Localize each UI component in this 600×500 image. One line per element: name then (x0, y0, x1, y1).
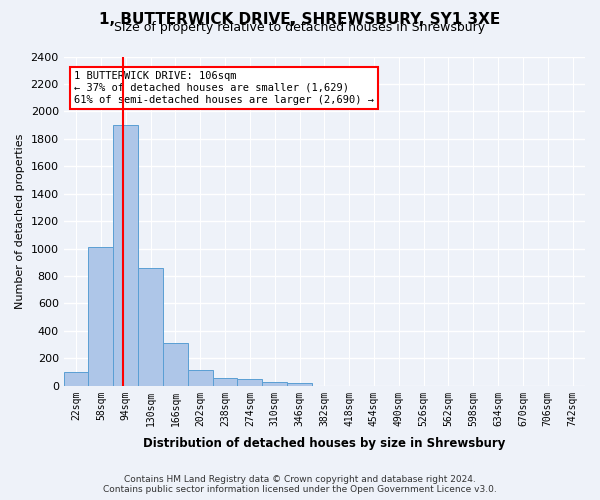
Bar (238, 379, 262, 386)
Bar (113, 125, 138, 386)
Bar (188, 370, 212, 386)
Bar (212, 378, 238, 386)
Bar (262, 382, 287, 386)
Bar (138, 268, 163, 386)
Bar (88, 247, 113, 386)
X-axis label: Distribution of detached houses by size in Shrewsbury: Distribution of detached houses by size … (143, 437, 506, 450)
Text: 1, BUTTERWICK DRIVE, SHREWSBURY, SY1 3XE: 1, BUTTERWICK DRIVE, SHREWSBURY, SY1 3XE (100, 12, 500, 26)
Text: 1 BUTTERWICK DRIVE: 106sqm
← 37% of detached houses are smaller (1,629)
61% of s: 1 BUTTERWICK DRIVE: 106sqm ← 37% of deta… (74, 72, 374, 104)
Bar (163, 342, 188, 386)
Bar (64, 372, 88, 386)
Text: Size of property relative to detached houses in Shrewsbury: Size of property relative to detached ho… (115, 22, 485, 35)
Bar (287, 383, 312, 386)
Text: Contains HM Land Registry data © Crown copyright and database right 2024.
Contai: Contains HM Land Registry data © Crown c… (103, 474, 497, 494)
Y-axis label: Number of detached properties: Number of detached properties (15, 134, 25, 309)
